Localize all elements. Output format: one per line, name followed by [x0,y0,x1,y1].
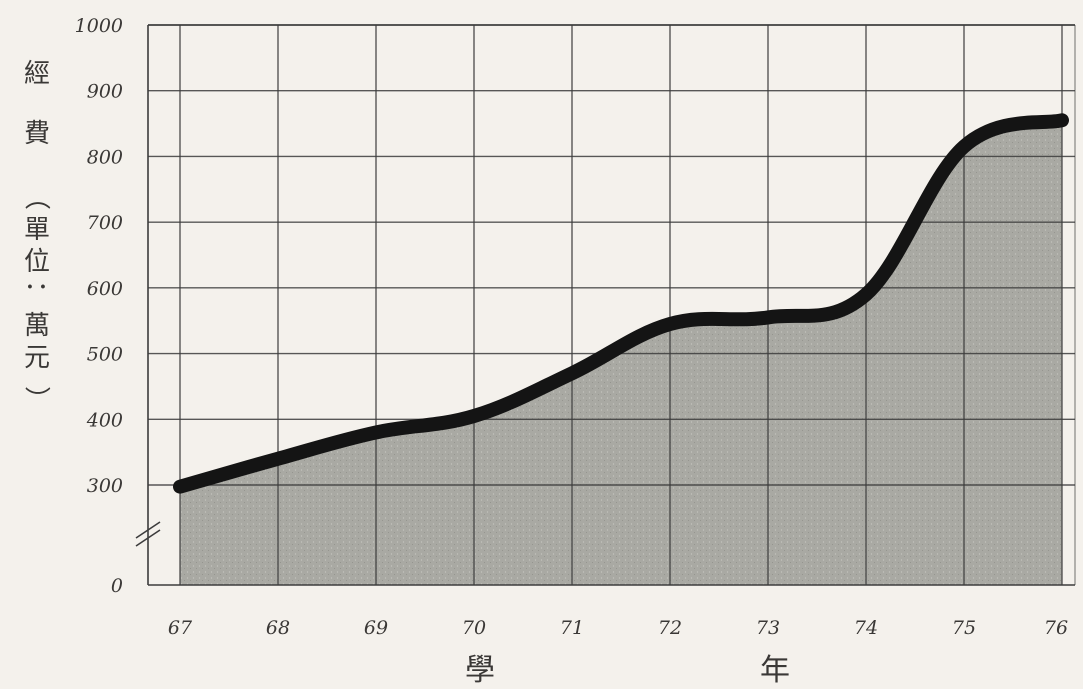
axis-layer [135,25,1075,586]
x-tick-label: 74 [854,617,878,639]
x-tick-labels: 67 68 69 70 71 72 73 74 75 76 [168,617,1068,639]
x-tick-label: 76 [1044,617,1068,639]
x-tick-label: 70 [462,617,486,639]
y-tick-label: 300 [87,475,123,497]
x-tick-label: 67 [168,617,193,639]
y-axis-title-char: ： [21,280,51,306]
y-axis-title-char: （ [21,184,51,210]
x-axis-title-char: 學 [465,653,495,688]
axis-break-mark [135,521,161,547]
y-tick-label: 500 [87,344,123,366]
series-line [173,113,1069,494]
y-tick-label: 900 [87,81,123,103]
y-tick-label: 700 [87,212,123,234]
y-axis-title-char: 元 [24,343,50,373]
y-axis-title-char: 萬 [24,311,50,341]
y-tick-label: 600 [87,278,123,300]
y-tick-label: 1000 [75,15,123,37]
x-tick-label: 73 [756,617,780,639]
y-tick-label: 400 [86,409,123,431]
line-layer [173,113,1069,494]
y-axis-title-char: 經 [24,59,50,89]
y-tick-labels: 0 300 400 500 600 700 800 900 1000 [75,15,123,597]
x-tick-label: 72 [658,617,682,639]
x-tick-label: 71 [560,617,584,639]
x-tick-label: 69 [364,617,388,639]
x-tick-label: 68 [266,617,290,639]
y-tick-label: 800 [87,146,123,168]
grid-layer [148,24,1076,585]
y-axis-title-char: 位 [24,247,50,277]
y-axis-title: 經費 （ 單位 ： 萬元 ） [21,59,51,412]
x-axis-title-char: 年 [760,653,790,688]
y-axis-title-char: 費 [24,119,50,149]
y-axis-title-char: 單 [24,215,50,245]
y-axis-title-char: ） [21,386,51,412]
y-tick-label: 0 [111,575,123,597]
x-tick-label: 75 [952,617,976,639]
x-axis-title: 學年 [465,653,790,688]
